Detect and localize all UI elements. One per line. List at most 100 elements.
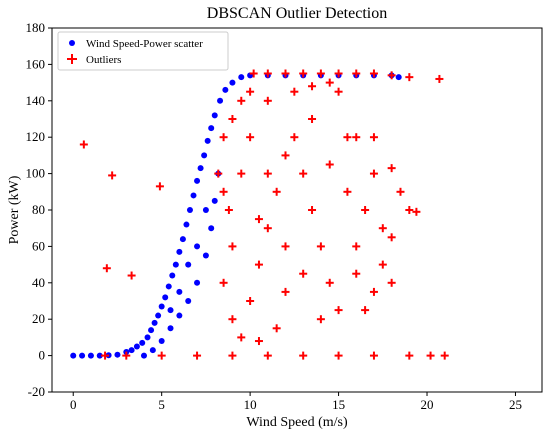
- outlier-point: [308, 206, 317, 214]
- outlier-point: [254, 215, 263, 224]
- outlier-point: [325, 78, 334, 87]
- scatter-point: [114, 351, 121, 358]
- outlier-point: [405, 351, 414, 360]
- scatter-point: [194, 177, 201, 184]
- scatter-point: [96, 352, 103, 359]
- scatter-point: [148, 327, 155, 334]
- outlier-point: [435, 74, 444, 83]
- outlier-point: [228, 242, 237, 251]
- outlier-point: [102, 264, 111, 273]
- outlier-point: [290, 133, 299, 142]
- outlier-point: [281, 69, 290, 78]
- outlier-point: [299, 269, 308, 278]
- plot-area-frame: [51, 27, 543, 393]
- scatter-point: [172, 261, 179, 268]
- scatter-point: [395, 74, 402, 81]
- y-tick-label: 0: [39, 348, 46, 363]
- scatter-point: [149, 347, 156, 354]
- outlier-point: [228, 315, 237, 324]
- scatter-point: [222, 86, 229, 93]
- outlier-point: [405, 73, 414, 82]
- outlier-point: [426, 351, 435, 360]
- scatter-point: [204, 137, 211, 144]
- y-axis: -20 0 20 40 60 80 100 120 140 160 180: [26, 20, 52, 399]
- outlier-point: [325, 278, 334, 287]
- y-tick-label: 160: [26, 56, 46, 71]
- y-tick-label: 120: [26, 129, 46, 144]
- outlier-point: [237, 169, 246, 178]
- y-tick-label: 20: [32, 311, 45, 326]
- x-tick-label: 15: [332, 397, 345, 412]
- outlier-point: [299, 69, 308, 78]
- outlier-point: [352, 133, 361, 142]
- outlier-point: [369, 69, 378, 78]
- outlier-point: [369, 133, 378, 142]
- outlier-point: [369, 169, 378, 178]
- series-0: [70, 72, 402, 359]
- outlier-point: [334, 69, 343, 78]
- scatter-point: [202, 252, 209, 259]
- scatter-point: [186, 207, 193, 213]
- scatter-point: [79, 352, 86, 359]
- outlier-point: [281, 242, 290, 251]
- outlier-point: [343, 187, 352, 196]
- outlier-point: [308, 115, 317, 123]
- scatter-point: [211, 112, 218, 119]
- scatter-point: [202, 207, 209, 213]
- scatter-point: [176, 248, 183, 255]
- scatter-point: [87, 352, 94, 359]
- legend-marker-circle: [69, 40, 75, 46]
- outlier-point: [272, 324, 281, 333]
- scatter-point: [144, 334, 151, 341]
- outlier-point: [214, 169, 223, 178]
- y-tick-label: 100: [26, 166, 46, 181]
- scatter-point: [165, 283, 172, 290]
- scatter-point: [155, 312, 162, 319]
- scatter-point: [167, 325, 174, 332]
- outlier-point: [361, 206, 370, 214]
- outlier-point: [387, 278, 396, 287]
- outlier-point: [127, 271, 136, 280]
- outlier-point: [237, 96, 246, 105]
- outlier-point: [343, 133, 352, 142]
- scatter-point: [176, 312, 183, 319]
- series-1: [79, 69, 449, 360]
- points-layer: [70, 69, 449, 360]
- scatter-point: [238, 74, 245, 81]
- outlier-point: [369, 287, 378, 296]
- outlier-point: [254, 337, 263, 346]
- x-tick-label: 10: [244, 397, 257, 412]
- y-tick-label: 40: [32, 275, 45, 290]
- legend-label-scatter: Wind Speed-Power scatter: [86, 38, 203, 50]
- legend-label-outliers: Outliers: [86, 54, 121, 66]
- outlier-point: [263, 169, 272, 178]
- outlier-point: [290, 87, 299, 96]
- outlier-point: [387, 71, 396, 80]
- outlier-point: [299, 169, 308, 178]
- outlier-point: [412, 207, 421, 216]
- x-tick-label: 0: [70, 397, 77, 412]
- outlier-point: [316, 315, 325, 324]
- outlier-point: [352, 269, 361, 278]
- scatter-point: [162, 294, 169, 301]
- scatter-point: [176, 288, 183, 295]
- outlier-point: [396, 187, 405, 196]
- outlier-point: [263, 96, 272, 105]
- outlier-point: [155, 182, 164, 191]
- outlier-point: [440, 351, 449, 360]
- scatter-point: [201, 152, 208, 159]
- outlier-point: [387, 164, 396, 173]
- scatter-point: [185, 298, 192, 304]
- outlier-point: [378, 260, 387, 269]
- legend-marker-plus: [67, 54, 77, 64]
- outlier-point: [405, 206, 414, 214]
- legend-box: [57, 31, 229, 71]
- scatter-point: [211, 197, 218, 204]
- chart-title: DBSCAN Outlier Detection: [207, 5, 387, 22]
- outlier-point: [334, 87, 343, 96]
- outlier-point: [122, 351, 131, 360]
- scatter-point: [158, 338, 165, 345]
- y-axis-label: Power (kW): [7, 175, 22, 244]
- outlier-point: [254, 260, 263, 269]
